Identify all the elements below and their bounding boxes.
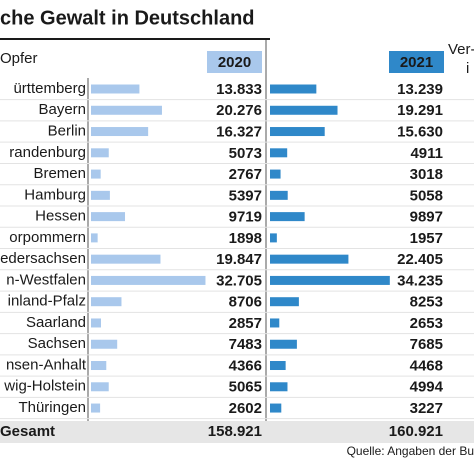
category-label: n-Westfalen (6, 271, 86, 288)
value-label: 5058 (410, 187, 443, 204)
value-label: 19.291 (397, 102, 443, 119)
bar (91, 105, 162, 115)
value-label: 34.235 (397, 272, 443, 289)
category-label: nsen-Anhalt (6, 356, 87, 373)
bar (270, 339, 297, 349)
bar (91, 254, 161, 264)
bar (270, 212, 305, 222)
category-label: edersachsen (0, 250, 86, 267)
value-label: 22.405 (397, 251, 443, 268)
source: Quelle: Angaben der Bu (347, 444, 474, 458)
value-label: 3227 (410, 400, 443, 417)
bar (91, 403, 101, 413)
legend-label: 2020 (218, 54, 251, 71)
category-label: Bremen (33, 165, 86, 182)
bar (91, 318, 101, 328)
bar (91, 339, 118, 349)
value-label: 2767 (229, 166, 262, 183)
legend-label: 2021 (400, 54, 433, 71)
value-label: 2653 (410, 315, 443, 332)
value-label: 13.833 (216, 81, 262, 98)
bar (270, 190, 288, 200)
bar (91, 275, 206, 285)
category-label: Thüringen (18, 399, 86, 416)
value-label: 9897 (410, 209, 443, 226)
category-label: Sachsen (28, 335, 86, 352)
value-label: 5065 (229, 379, 262, 396)
value-label: 7685 (410, 336, 443, 353)
bar (270, 148, 288, 158)
total-label: Gesamt (0, 423, 55, 440)
value-label: 2602 (229, 400, 262, 417)
value-label: 4994 (410, 379, 444, 396)
value-label: 7483 (229, 336, 262, 353)
bar (270, 275, 390, 285)
category-label: randenburg (9, 144, 86, 161)
value-label: 1898 (229, 230, 262, 247)
category-label: Bayern (38, 101, 86, 118)
bar (91, 127, 149, 137)
category-label: ürttemberg (13, 80, 86, 97)
bar (91, 148, 109, 158)
bar (91, 382, 109, 392)
category-label: wig-Holstein (3, 378, 86, 395)
category-label: inland-Pfalz (8, 293, 86, 310)
legend-swatch (207, 51, 262, 73)
bar (270, 403, 282, 413)
category-label: Hamburg (24, 186, 86, 203)
value-label: 4911 (410, 145, 443, 162)
value-label: 15.630 (397, 124, 443, 141)
value-label: 9719 (229, 209, 262, 226)
bar (270, 233, 277, 243)
value-label: 5397 (229, 187, 262, 204)
bar (91, 212, 126, 222)
value-label: 20.276 (216, 102, 262, 119)
total-row-bg (0, 421, 474, 443)
bar (91, 361, 107, 371)
category-label: Saarland (26, 314, 86, 331)
value-label: 19.847 (216, 251, 262, 268)
header-right: i (466, 60, 469, 77)
value-label: 3018 (410, 166, 443, 183)
bar (91, 233, 98, 243)
value-label: 8253 (410, 294, 443, 311)
category-label: Hessen (35, 208, 86, 225)
value-label: 5073 (229, 145, 262, 162)
bar (270, 169, 281, 179)
value-label: 4366 (229, 357, 262, 374)
bar (91, 169, 101, 179)
bar (91, 84, 140, 94)
bar (270, 127, 325, 137)
legend-swatch (389, 51, 444, 73)
value-label: 2857 (229, 315, 262, 332)
bar (270, 382, 288, 392)
chart-title: che Gewalt in Deutschland (0, 7, 255, 29)
bar (91, 190, 110, 200)
total-value: 160.921 (389, 423, 443, 440)
value-label: 32.705 (216, 272, 262, 289)
bar (270, 297, 299, 307)
value-label: 1957 (410, 230, 443, 247)
header-right: Ver- (448, 41, 474, 58)
bar (270, 105, 338, 115)
total-value: 158.921 (208, 423, 262, 440)
category-label: Berlin (48, 123, 86, 140)
bar (270, 361, 286, 371)
subtitle: Opfer (0, 50, 38, 67)
category-label: orpommern (9, 229, 86, 246)
bar (91, 297, 122, 307)
bar (270, 254, 349, 264)
value-label: 16.327 (216, 124, 262, 141)
value-label: 13.239 (397, 81, 443, 98)
bar (270, 84, 317, 94)
bar (270, 318, 280, 328)
value-label: 4468 (410, 357, 443, 374)
value-label: 8706 (229, 294, 262, 311)
